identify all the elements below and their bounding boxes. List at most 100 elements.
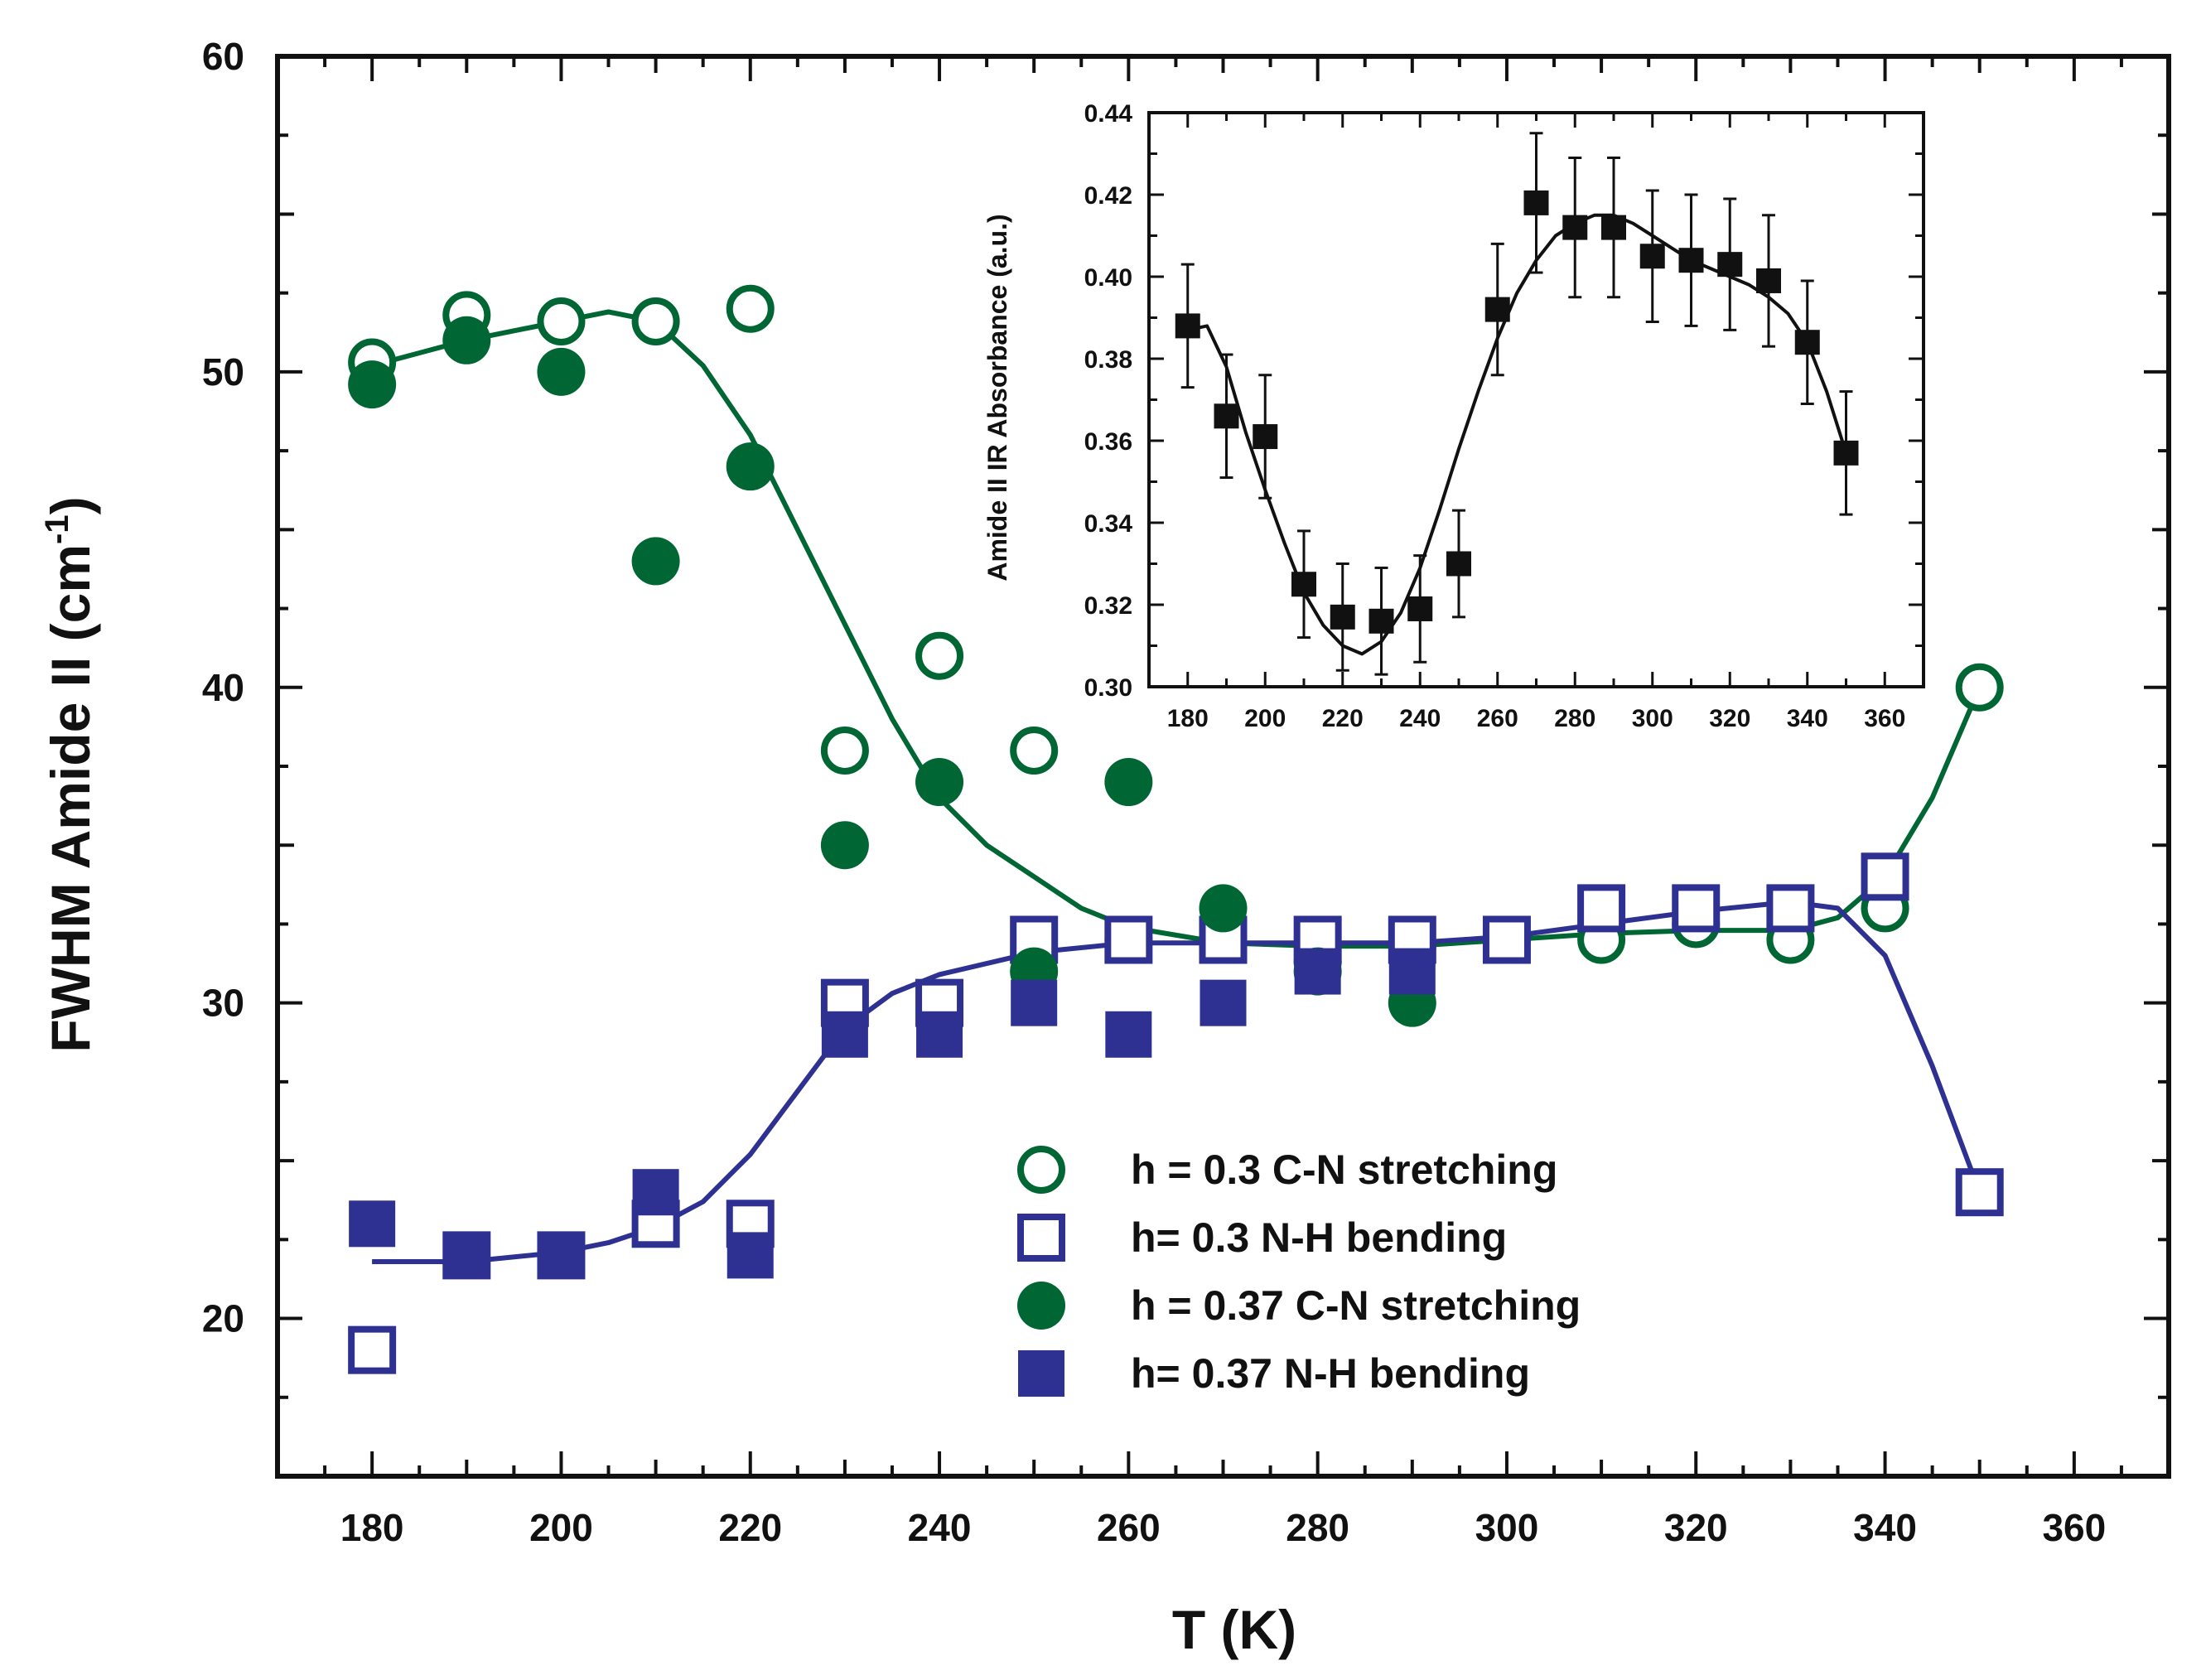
inset-y-axis-label: Amide II IR Absorbance (a.u.) [982,214,1012,581]
data-point-h-0-37-n-h-bending [632,1169,679,1216]
x-tick-label: 320 [1664,1506,1728,1549]
inset-data-point [1562,215,1588,240]
y-axis-label-main: FWHM Amide II (cm [40,544,101,1053]
inset-data-point [1368,608,1394,634]
data-point-h-0-37-c-n-stretching [631,537,680,586]
data-point-h-0-37-c-n-stretching [820,821,869,870]
data-point-h-0-3-c-n-stretching [726,284,775,333]
data-point-h-0-3-n-h-bending [1861,852,1909,901]
inset-data-point [1523,190,1549,215]
inset-data-point [1639,244,1665,269]
inset-data-point [1446,551,1471,577]
data-point-h-0-37-c-n-stretching [348,360,397,409]
y-tick-label: 50 [202,350,244,393]
inset-data-point [1214,403,1239,429]
data-point-h-0-3-n-h-bending [1766,884,1815,933]
legend-label-h-0-3-n-h-bending: h= 0.3 N-H bending [1131,1214,1507,1261]
data-point-h-0-37-c-n-stretching [726,442,775,491]
fit-line-2 [372,899,1982,1264]
inset-y-tick-label: 0.34 [1084,510,1133,538]
y-tick-label: 30 [202,982,244,1025]
inset-x-tick-label: 220 [1322,705,1364,732]
inset-data-point [1175,313,1200,339]
inset-data-point [1330,604,1355,630]
y-axis-label-superscript: -1 [39,514,75,544]
inset-data-point [1407,596,1433,621]
y-axis-label-end: ) [40,496,101,514]
data-point-h-0-37-n-h-bending [1011,979,1058,1026]
inset-y-tick-label: 0.32 [1084,592,1132,620]
data-point-h-0-3-n-h-bending [1482,915,1531,964]
y-tick-label: 60 [202,35,244,78]
data-point-h-0-37-n-h-bending [1294,948,1341,995]
data-point-h-0-3-c-n-stretching [915,631,964,680]
inset-x-tick-label: 200 [1244,705,1286,732]
inset-plot: 180 200 220 240 260 280 300 320 340 360 0.30 0.32 0.… [1084,100,1925,732]
inset-x-tick-label: 280 [1554,705,1595,732]
inset-data-point [1794,330,1820,355]
data-point-h-0-3-c-n-stretching [1010,726,1059,775]
data-point-h-0-37-n-h-bending [538,1232,585,1279]
data-point-h-0-37-n-h-bending [1388,948,1436,995]
y-axis-label: FWHM Amide II (cm-1) [39,496,101,1052]
legend-marker-h-0-3-c-n-stretching [1017,1146,1065,1194]
inset-data-point [1833,440,1859,466]
data-point-h-0-3-c-n-stretching [1955,663,2004,712]
inset-y-tick-label: 0.30 [1084,674,1132,702]
data-point-h-0-37-n-h-bending [1200,979,1247,1026]
x-tick-label: 340 [1853,1506,1917,1549]
data-point-h-0-3-c-n-stretching [820,726,869,775]
data-point-h-0-3-n-h-bending [1577,884,1626,933]
data-point-h-0-3-n-h-bending [1104,915,1153,964]
x-tick-label: 300 [1475,1506,1539,1549]
data-point-h-0-37-n-h-bending [1105,1011,1152,1058]
data-point-h-0-3-n-h-bending [1955,1168,2004,1217]
legend-marker-h-0-37-n-h-bending [1018,1350,1064,1397]
inset-data-point [1253,424,1278,450]
inset-x-tick-label: 320 [1709,705,1750,732]
x-axis-label: T (K) [1172,1599,1296,1660]
inset-data-point [1756,268,1781,293]
x-tick-label: 260 [1097,1506,1161,1549]
inset-x-tick-label: 360 [1864,705,1905,732]
data-point-h-0-37-c-n-stretching [915,758,964,807]
x-tick-label: 240 [908,1506,972,1549]
inset-y-tick-label: 0.40 [1084,264,1132,292]
legend-label-h-0-37-c-n-stretching: h = 0.37 C-N stretching [1131,1282,1581,1329]
inset-data-point [1484,297,1510,322]
data-point-h-0-37-c-n-stretching [537,347,586,396]
data-point-h-0-37-n-h-bending [349,1200,396,1248]
data-point-h-0-37-n-h-bending [916,1011,963,1058]
inset-x-tick-label: 300 [1632,705,1673,732]
inset-x-tick-label: 260 [1477,705,1518,732]
inset-data-point [1291,572,1316,597]
inset-y-tick-label: 0.42 [1084,182,1132,210]
data-point-h-0-37-c-n-stretching [1104,758,1153,807]
y-tick-label: 20 [202,1297,244,1340]
x-tick-label: 220 [718,1506,782,1549]
inset-y-tick-label: 0.38 [1084,346,1132,374]
data-point-h-0-3-n-h-bending [1672,884,1721,933]
inset-y-tick-label: 0.44 [1084,100,1133,128]
data-point-h-0-37-n-h-bending [443,1232,490,1279]
main-axis-ticks: 180 200 220 240 260 280 300 320 340 360 20 30 40 50 60 [202,35,2170,1549]
legend: h = 0.3 C-N stretching h= 0.3 N-H bending… [1017,1146,1581,1397]
main-data-marks [348,284,2004,1374]
inset-x-tick-label: 180 [1167,705,1209,732]
inset-x-tick-label: 340 [1787,705,1828,732]
data-point-h-0-37-n-h-bending [726,1232,774,1279]
inset-data-point [1601,215,1626,240]
x-tick-label: 180 [340,1506,404,1549]
legend-marker-h-0-3-n-h-bending [1017,1214,1065,1262]
x-tick-label: 200 [529,1506,593,1549]
legend-label-h-0-37-n-h-bending: h= 0.37 N-H bending [1131,1350,1530,1397]
data-point-h-0-3-c-n-stretching [631,297,680,345]
x-tick-label: 360 [2042,1506,2106,1549]
data-point-h-0-3-c-n-stretching [537,297,586,345]
y-tick-label: 40 [202,666,244,709]
data-point-h-0-37-c-n-stretching [1199,884,1248,933]
inset-data-point [1717,252,1743,278]
data-point-h-0-37-n-h-bending [821,1011,868,1058]
data-point-h-0-37-c-n-stretching [442,316,491,364]
